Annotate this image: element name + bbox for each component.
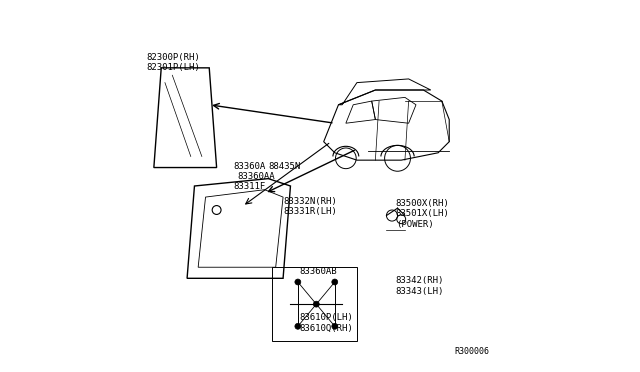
Text: 83610P(LH)
83610Q(RH): 83610P(LH) 83610Q(RH) (300, 313, 353, 333)
Text: 83360AB: 83360AB (300, 267, 337, 276)
Text: 82300P(RH)
82301P(LH): 82300P(RH) 82301P(LH) (147, 53, 200, 73)
Circle shape (295, 323, 301, 329)
Text: 83360AA: 83360AA (237, 172, 275, 181)
Circle shape (314, 301, 319, 307)
Text: 88435N: 88435N (268, 162, 301, 171)
Circle shape (332, 323, 338, 329)
Text: R300006: R300006 (455, 347, 490, 356)
Text: 83360A: 83360A (233, 162, 266, 171)
Text: 83332N(RH)
83331R(LH): 83332N(RH) 83331R(LH) (283, 197, 337, 217)
Text: 83500X(RH)
83501X(LH)
(POWER): 83500X(RH) 83501X(LH) (POWER) (396, 199, 449, 229)
Circle shape (332, 279, 338, 285)
Circle shape (295, 279, 301, 285)
Text: 83311F: 83311F (233, 182, 266, 191)
Text: 83342(RH)
83343(LH): 83342(RH) 83343(LH) (396, 276, 444, 296)
